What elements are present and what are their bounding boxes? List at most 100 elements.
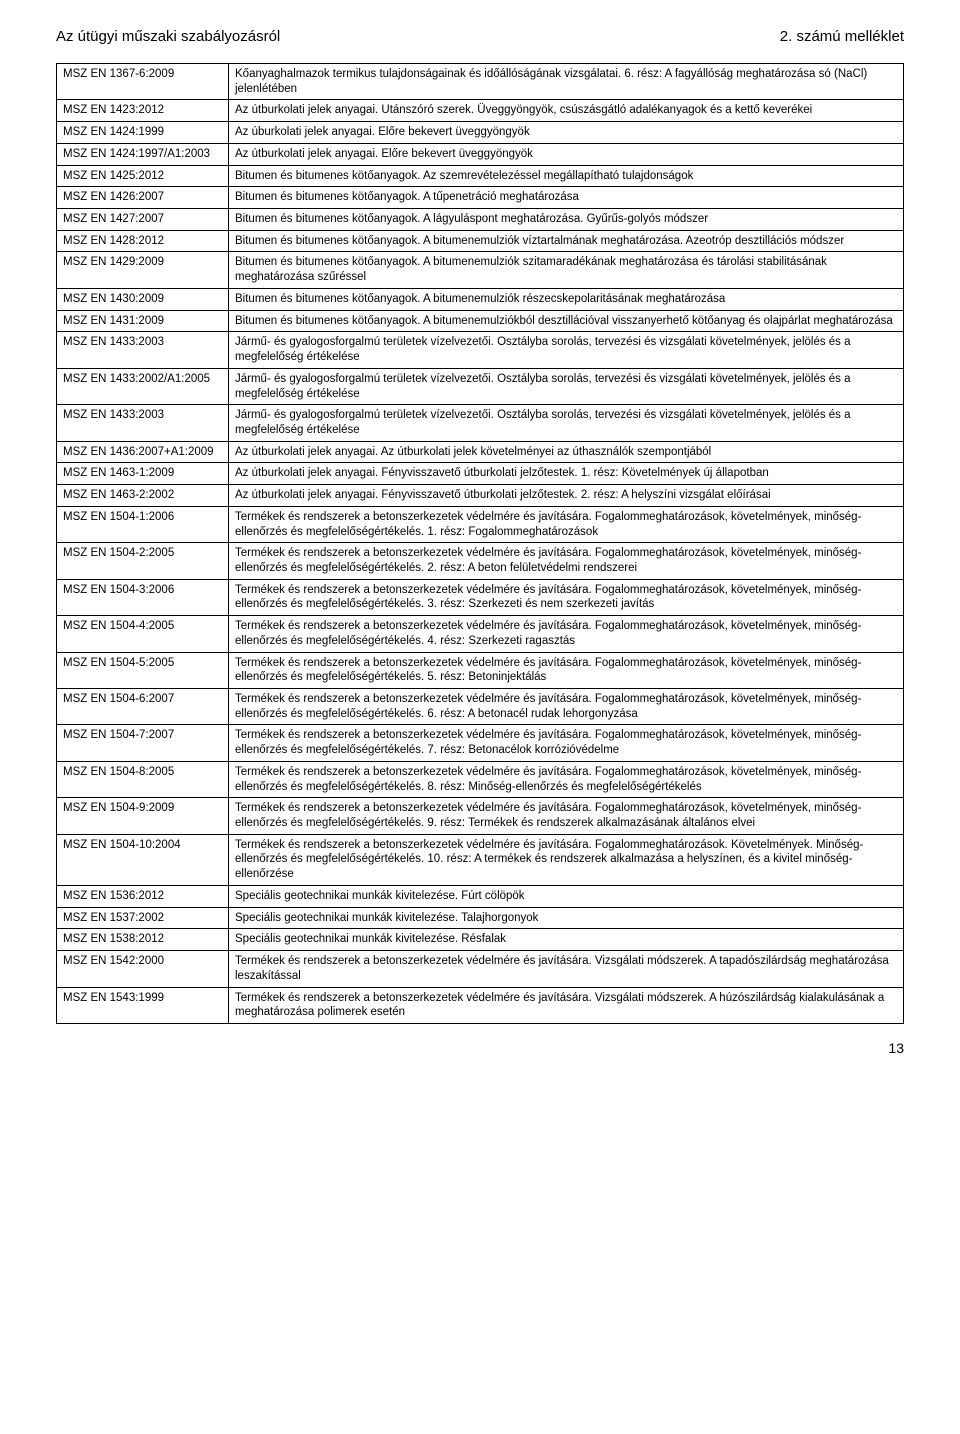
- standard-code: MSZ EN 1504-10:2004: [57, 834, 229, 885]
- standard-code: MSZ EN 1430:2009: [57, 288, 229, 310]
- standard-code: MSZ EN 1424:1997/A1:2003: [57, 143, 229, 165]
- standard-description: Bitumen és bitumenes kötőanyagok. A bitu…: [229, 252, 904, 288]
- table-row: MSZ EN 1423:2012Az útburkolati jelek any…: [57, 100, 904, 122]
- table-row: MSZ EN 1504-10:2004Termékek és rendszere…: [57, 834, 904, 885]
- standard-description: Bitumen és bitumenes kötőanyagok. A tűpe…: [229, 187, 904, 209]
- standard-code: MSZ EN 1543:1999: [57, 987, 229, 1023]
- standard-description: Termékek és rendszerek a betonszerkezete…: [229, 652, 904, 688]
- standard-code: MSZ EN 1433:2003: [57, 405, 229, 441]
- standard-code: MSZ EN 1504-3:2006: [57, 579, 229, 615]
- standard-description: Kőanyaghalmazok termikus tulajdonságaina…: [229, 64, 904, 100]
- table-row: MSZ EN 1429:2009Bitumen és bitumenes köt…: [57, 252, 904, 288]
- standard-code: MSZ EN 1504-6:2007: [57, 689, 229, 725]
- standard-description: Speciális geotechnikai munkák kivitelezé…: [229, 885, 904, 907]
- standard-description: Bitumen és bitumenes kötőanyagok. A lágy…: [229, 209, 904, 231]
- standard-description: Termékek és rendszerek a betonszerkezete…: [229, 725, 904, 761]
- table-row: MSZ EN 1504-2:2005Termékek és rendszerek…: [57, 543, 904, 579]
- table-row: MSZ EN 1543:1999Termékek és rendszerek a…: [57, 987, 904, 1023]
- standard-description: Termékek és rendszerek a betonszerkezete…: [229, 798, 904, 834]
- table-row: MSZ EN 1425:2012Bitumen és bitumenes köt…: [57, 165, 904, 187]
- standard-code: MSZ EN 1504-5:2005: [57, 652, 229, 688]
- table-row: MSZ EN 1436:2007+A1:2009Az útburkolati j…: [57, 441, 904, 463]
- standard-description: Termékek és rendszerek a betonszerkezete…: [229, 506, 904, 542]
- header-left: Az útügyi műszaki szabályozásról: [56, 28, 280, 45]
- table-row: MSZ EN 1463-2:2002Az útburkolati jelek a…: [57, 485, 904, 507]
- table-row: MSZ EN 1463-1:2009Az útburkolati jelek a…: [57, 463, 904, 485]
- standard-code: MSZ EN 1504-8:2005: [57, 761, 229, 797]
- standard-code: MSZ EN 1367-6:2009: [57, 64, 229, 100]
- standard-description: Termékek és rendszerek a betonszerkezete…: [229, 951, 904, 987]
- standard-code: MSZ EN 1425:2012: [57, 165, 229, 187]
- standard-code: MSZ EN 1426:2007: [57, 187, 229, 209]
- standard-code: MSZ EN 1423:2012: [57, 100, 229, 122]
- standard-code: MSZ EN 1538:2012: [57, 929, 229, 951]
- standard-description: Termékek és rendszerek a betonszerkezete…: [229, 689, 904, 725]
- table-row: MSZ EN 1504-4:2005Termékek és rendszerek…: [57, 616, 904, 652]
- standard-code: MSZ EN 1427:2007: [57, 209, 229, 231]
- standard-description: Termékek és rendszerek a betonszerkezete…: [229, 543, 904, 579]
- table-row: MSZ EN 1504-7:2007Termékek és rendszerek…: [57, 725, 904, 761]
- standard-description: Bitumen és bitumenes kötőanyagok. A bitu…: [229, 288, 904, 310]
- standard-description: Termékek és rendszerek a betonszerkezete…: [229, 761, 904, 797]
- standard-description: Termékek és rendszerek a betonszerkezete…: [229, 616, 904, 652]
- table-row: MSZ EN 1538:2012Speciális geotechnikai m…: [57, 929, 904, 951]
- standard-description: Jármű- és gyalogosforgalmú területek víz…: [229, 405, 904, 441]
- page-number: 13: [56, 1040, 904, 1056]
- standard-description: Speciális geotechnikai munkák kivitelezé…: [229, 907, 904, 929]
- table-row: MSZ EN 1428:2012Bitumen és bitumenes köt…: [57, 230, 904, 252]
- table-row: MSZ EN 1424:1999Az úburkolati jelek anya…: [57, 122, 904, 144]
- table-row: MSZ EN 1537:2002Speciális geotechnikai m…: [57, 907, 904, 929]
- table-row: MSZ EN 1433:2003Jármű- és gyalogosforgal…: [57, 332, 904, 368]
- standard-description: Bitumen és bitumenes kötőanyagok. A bitu…: [229, 310, 904, 332]
- standard-code: MSZ EN 1433:2003: [57, 332, 229, 368]
- standard-description: Az úburkolati jelek anyagai. Előre bekev…: [229, 122, 904, 144]
- standard-code: MSZ EN 1504-7:2007: [57, 725, 229, 761]
- table-row: MSZ EN 1426:2007Bitumen és bitumenes köt…: [57, 187, 904, 209]
- document-page: Az útügyi műszaki szabályozásról 2. szám…: [0, 0, 960, 1096]
- standard-description: Az útburkolati jelek anyagai. Az útburko…: [229, 441, 904, 463]
- standard-description: Bitumen és bitumenes kötőanyagok. Az sze…: [229, 165, 904, 187]
- table-row: MSZ EN 1504-9:2009Termékek és rendszerek…: [57, 798, 904, 834]
- standard-description: Az útburkolati jelek anyagai. Fényvissza…: [229, 485, 904, 507]
- table-row: MSZ EN 1504-6:2007Termékek és rendszerek…: [57, 689, 904, 725]
- standard-code: MSZ EN 1463-2:2002: [57, 485, 229, 507]
- table-row: MSZ EN 1367-6:2009Kőanyaghalmazok termik…: [57, 64, 904, 100]
- table-row: MSZ EN 1542:2000Termékek és rendszerek a…: [57, 951, 904, 987]
- table-row: MSZ EN 1427:2007Bitumen és bitumenes köt…: [57, 209, 904, 231]
- standard-description: Az útburkolati jelek anyagai. Fényvissza…: [229, 463, 904, 485]
- standard-description: Bitumen és bitumenes kötőanyagok. A bitu…: [229, 230, 904, 252]
- table-row: MSZ EN 1431:2009Bitumen és bitumenes köt…: [57, 310, 904, 332]
- table-row: MSZ EN 1430:2009Bitumen és bitumenes köt…: [57, 288, 904, 310]
- standard-code: MSZ EN 1542:2000: [57, 951, 229, 987]
- standard-code: MSZ EN 1463-1:2009: [57, 463, 229, 485]
- standard-code: MSZ EN 1424:1999: [57, 122, 229, 144]
- standard-description: Az útburkolati jelek anyagai. Utánszóró …: [229, 100, 904, 122]
- standard-code: MSZ EN 1431:2009: [57, 310, 229, 332]
- standard-description: Termékek és rendszerek a betonszerkezete…: [229, 834, 904, 885]
- standards-table: MSZ EN 1367-6:2009Kőanyaghalmazok termik…: [56, 63, 904, 1024]
- table-row: MSZ EN 1424:1997/A1:2003Az útburkolati j…: [57, 143, 904, 165]
- standard-code: MSZ EN 1433:2002/A1:2005: [57, 368, 229, 404]
- standard-code: MSZ EN 1436:2007+A1:2009: [57, 441, 229, 463]
- standard-description: Jármű- és gyalogosforgalmú területek víz…: [229, 368, 904, 404]
- standard-code: MSZ EN 1428:2012: [57, 230, 229, 252]
- standard-code: MSZ EN 1504-4:2005: [57, 616, 229, 652]
- standard-code: MSZ EN 1504-1:2006: [57, 506, 229, 542]
- table-row: MSZ EN 1536:2012Speciális geotechnikai m…: [57, 885, 904, 907]
- header-right: 2. számú melléklet: [780, 28, 904, 45]
- table-row: MSZ EN 1504-5:2005Termékek és rendszerek…: [57, 652, 904, 688]
- table-row: MSZ EN 1433:2002/A1:2005Jármű- és gyalog…: [57, 368, 904, 404]
- table-row: MSZ EN 1433:2003Jármű- és gyalogosforgal…: [57, 405, 904, 441]
- standard-description: Speciális geotechnikai munkák kivitelezé…: [229, 929, 904, 951]
- table-row: MSZ EN 1504-3:2006Termékek és rendszerek…: [57, 579, 904, 615]
- page-header: Az útügyi műszaki szabályozásról 2. szám…: [56, 28, 904, 45]
- standard-code: MSZ EN 1504-9:2009: [57, 798, 229, 834]
- standard-description: Termékek és rendszerek a betonszerkezete…: [229, 987, 904, 1023]
- standard-description: Jármű- és gyalogosforgalmú területek víz…: [229, 332, 904, 368]
- standard-code: MSZ EN 1429:2009: [57, 252, 229, 288]
- table-row: MSZ EN 1504-1:2006Termékek és rendszerek…: [57, 506, 904, 542]
- standard-code: MSZ EN 1536:2012: [57, 885, 229, 907]
- standard-code: MSZ EN 1504-2:2005: [57, 543, 229, 579]
- table-row: MSZ EN 1504-8:2005Termékek és rendszerek…: [57, 761, 904, 797]
- standard-description: Az útburkolati jelek anyagai. Előre beke…: [229, 143, 904, 165]
